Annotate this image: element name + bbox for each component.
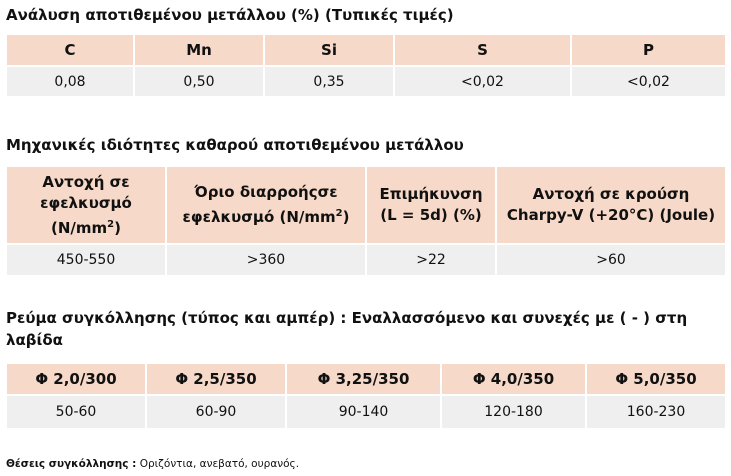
data-cell: >360 [165,243,367,277]
footer-label: Θέσεις συγκόλλησης : [6,458,137,470]
data-cell: >22 [365,243,497,277]
header-row: C Mn Si S P [5,33,727,67]
data-row: 0,08 0,50 0,35 <0,02 <0,02 [5,65,727,98]
section-title: Ανάλυση αποτιθεμένου μετάλλου (%) (Τυπικ… [6,6,454,24]
header-cell: Mn [133,33,265,67]
header-cell: Φ 5,0/350 [585,362,727,396]
header-text: Αντοχή σε εφελκυσμό (N/mm [40,172,132,237]
header-text: Όριο διαρροήςσε εφελκυσμό (N/mm [182,183,338,226]
header-cell: Όριο διαρροήςσε εφελκυσμό (N/mm2) [165,165,367,245]
data-cell: 0,08 [5,65,135,98]
data-cell: 450-550 [5,243,167,277]
header-cell: S [393,33,572,67]
data-table: Φ 2,0/300 Φ 2,5/350 Φ 3,25/350 Φ 4,0/350 Φ 5… [5,362,727,430]
header-cell: C [5,33,135,67]
data-cell: 0,35 [263,65,395,98]
header-row: Αντοχή σε εφελκυσμό (N/mm2) Όριο διαρροής… [5,165,727,245]
header-cell: Αντοχή σε κρούση Charpy-V (+20°C) (Joule… [495,165,727,245]
header-cell: Αντοχή σε εφελκυσμό (N/mm2) [5,165,167,245]
header-cell: Φ 3,25/350 [285,362,442,396]
data-cell: 90-140 [285,394,442,430]
data-row: 50-60 60-90 90-140 120-180 160-230 [5,394,727,430]
header-sup: 2 [335,208,343,219]
data-cell: <0,02 [393,65,572,98]
data-cell: 50-60 [5,394,147,430]
data-cell: 60-90 [145,394,287,430]
section-title: Μηχανικές ιδιότητες καθαρού αποτιθεμένου… [6,136,464,154]
data-cell: 120-180 [440,394,587,430]
data-table: Αντοχή σε εφελκυσμό (N/mm2) Όριο διαρροής… [5,165,727,277]
header-row: Φ 2,0/300 Φ 2,5/350 Φ 3,25/350 Φ 4,0/350 Φ 5… [5,362,727,396]
data-cell: 160-230 [585,394,727,430]
header-cell: Φ 4,0/350 [440,362,587,396]
header-cell: P [570,33,727,67]
header-cell: Επιμήκυνση (L = 5d) (%) [365,165,497,245]
data-row: 450-550 >360 >22 >60 [5,243,727,277]
header-cell: Φ 2,0/300 [5,362,147,396]
header-cell: Φ 2,5/350 [145,362,287,396]
data-table: C Mn Si S P 0,08 0,50 0,35 <0,02 <0,02 [5,33,727,98]
footer: Θέσεις συγκόλλησης : Οριζόντια, ανεβατό,… [6,458,299,470]
data-cell: <0,02 [570,65,727,98]
header-text: ) [114,218,121,237]
header-text: ) [342,208,350,226]
header-sup: 2 [107,218,115,230]
footer-text: Οριζόντια, ανεβατό, ουρανός. [139,458,300,470]
data-cell: 0,50 [133,65,265,98]
section-title: Ρεύμα συγκόλλησης (τύπος και αμπέρ) : Εν… [6,309,688,349]
data-cell: >60 [495,243,727,277]
header-cell: Si [263,33,395,67]
